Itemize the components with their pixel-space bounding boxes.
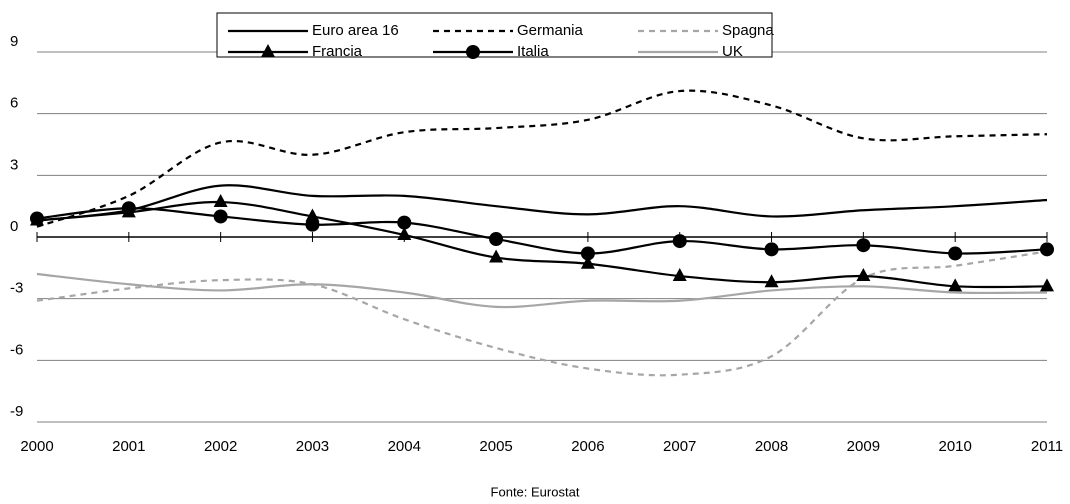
x-tick-label: 2006: [571, 438, 604, 455]
x-tick-label: 2005: [479, 438, 512, 455]
x-tick-label: 2007: [663, 438, 696, 455]
legend-box: [216, 12, 773, 58]
data-point: [305, 208, 320, 222]
data-point: [30, 211, 44, 226]
data-point: [672, 268, 687, 282]
legend-label: UK: [722, 43, 743, 60]
series-line: [36, 200, 1048, 289]
legend-label: Spagna: [722, 22, 774, 39]
data-point: [489, 249, 504, 263]
x-tick-label: 2002: [204, 438, 237, 455]
y-tick-label: 9: [10, 33, 18, 50]
series-line: [36, 250, 1048, 377]
series-line: [36, 184, 1048, 222]
data-point: [489, 232, 504, 247]
x-tick-label: 2009: [847, 438, 880, 455]
data-point: [764, 242, 779, 257]
y-tick-label: 6: [10, 95, 18, 112]
data-point: [213, 194, 228, 208]
data-point: [213, 209, 228, 224]
series-line: [36, 272, 1048, 309]
data-point: [856, 238, 871, 253]
x-tick-label: 2000: [20, 438, 53, 455]
legend-label: Italia: [517, 43, 549, 60]
y-tick-label: -9: [10, 403, 23, 420]
legend-marker: [466, 45, 480, 59]
x-tick-label: 2010: [938, 438, 971, 455]
data-point: [764, 274, 779, 288]
data-point: [948, 278, 963, 292]
data-point: [1040, 278, 1054, 292]
data-point: [397, 215, 412, 230]
data-point: [580, 255, 595, 269]
x-tick-label: 2008: [755, 438, 788, 455]
legend-label: Francia: [312, 43, 363, 60]
data-point: [121, 201, 136, 216]
x-tick-label: 2011: [1031, 438, 1063, 455]
x-tick-label: 2001: [112, 438, 145, 455]
legend-marker: [261, 44, 275, 57]
y-tick-label: -6: [10, 341, 23, 358]
series-line: [36, 89, 1048, 228]
legend-label: Euro area 16: [312, 22, 399, 39]
data-point: [305, 217, 320, 232]
y-tick-label: 0: [10, 218, 18, 235]
legend: Euro area 16 Germania Spagna Francia Italia U…: [216, 12, 774, 60]
y-tick-label: -3: [10, 280, 23, 297]
series-line: [36, 207, 1048, 255]
y-tick-label: 3: [10, 156, 18, 173]
x-tick-label: 2004: [388, 438, 421, 455]
data-point: [856, 268, 871, 282]
legend-label: Germania: [517, 22, 584, 39]
data-point: [580, 246, 595, 261]
data-point: [672, 234, 687, 249]
x-tick-label: 2003: [296, 438, 329, 455]
data-point: [1040, 242, 1054, 257]
data-point: [397, 226, 412, 240]
data-point: [948, 246, 963, 261]
source-note: Fonte: Eurostat: [491, 484, 580, 499]
